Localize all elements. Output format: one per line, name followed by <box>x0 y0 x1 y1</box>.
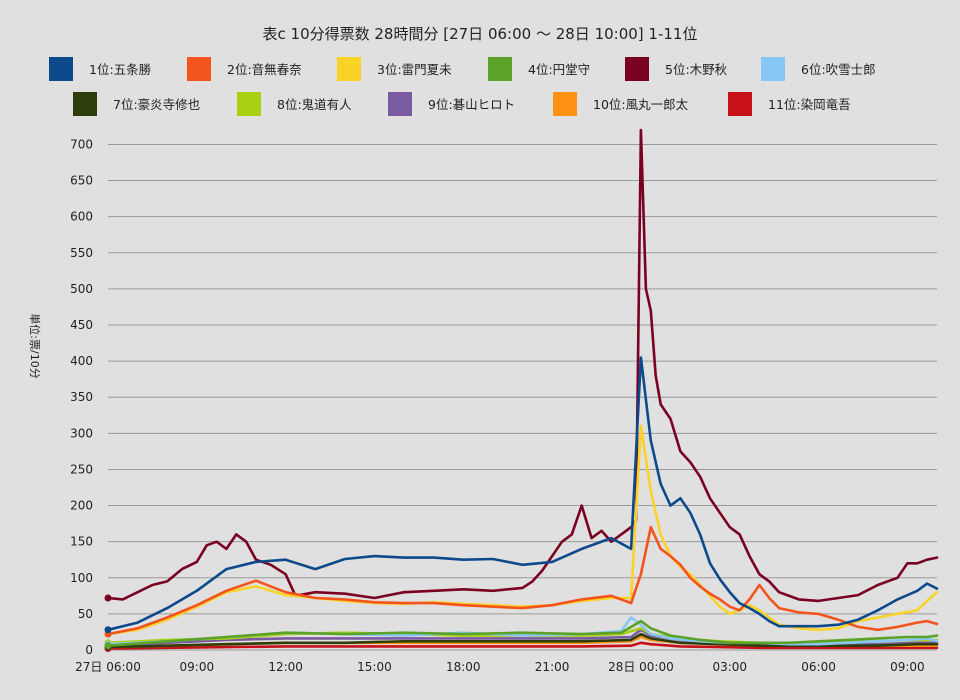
legend-item: 8位:鬼道有人 <box>237 92 352 116</box>
legend: 1位:五条勝 2位:音無春奈 3位:雷門夏未 4位:円堂守 5位:木野秋 6位:吹雪士郎 7… <box>49 57 876 116</box>
series-start-marker <box>104 594 112 602</box>
series-line <box>106 356 939 632</box>
legend-swatch <box>337 57 361 81</box>
legend-label: 9位:碁山ヒロト <box>428 97 515 112</box>
y-tick-label: 50 <box>78 607 93 621</box>
y-tick-label: 250 <box>70 462 93 476</box>
legend-swatch <box>388 92 412 116</box>
y-tick-label: 650 <box>70 174 93 188</box>
x-axis-ticks: 27日 06:00 09:00 12:00 15:00 18:00 21:00 28日 00… <box>75 660 925 674</box>
grid <box>108 143 937 651</box>
legend-item: 9位:碁山ヒロト <box>388 92 515 116</box>
series-line <box>106 632 939 649</box>
legend-item: 1位:五条勝 <box>49 57 152 81</box>
series-line <box>106 424 939 636</box>
y-tick-label: 450 <box>70 318 93 332</box>
legend-swatch <box>553 92 577 116</box>
legend-item: 4位:円堂守 <box>488 57 590 81</box>
y-axis-label: 単位:票/10分 <box>28 313 42 378</box>
y-tick-label: 400 <box>70 354 93 368</box>
legend-item: 11位:染岡竜吾 <box>728 92 851 116</box>
y-tick-label: 0 <box>85 643 93 657</box>
chart-title: 表c 10分得票数 28時間分 [27日 06:00 ～ 28日 10:00] … <box>263 25 698 43</box>
series-line <box>106 525 939 636</box>
series-line <box>106 128 939 603</box>
legend-label: 2位:音無春奈 <box>227 62 302 77</box>
legend-swatch <box>49 57 73 81</box>
series-group <box>104 128 939 653</box>
legend-swatch <box>625 57 649 81</box>
y-tick-label: 350 <box>70 390 93 404</box>
x-tick-label: 28日 00:00 <box>608 660 674 674</box>
legend-swatch <box>728 92 752 116</box>
legend-item: 2位:音無春奈 <box>187 57 302 81</box>
y-axis-ticks: 0 50 100 150 200 250 300 350 400 450 500 550 600 650 7… <box>70 137 93 657</box>
y-tick-label: 700 <box>70 137 93 151</box>
y-tick-label: 100 <box>70 571 93 585</box>
y-tick-label: 150 <box>70 535 93 549</box>
x-tick-label: 18:00 <box>446 660 481 674</box>
legend-label: 1位:五条勝 <box>89 62 152 77</box>
x-tick-label: 12:00 <box>268 660 303 674</box>
legend-label: 11位:染岡竜吾 <box>768 97 851 112</box>
y-tick-label: 550 <box>70 246 93 260</box>
legend-item: 3位:雷門夏未 <box>337 57 452 81</box>
legend-swatch <box>761 57 785 81</box>
legend-label: 8位:鬼道有人 <box>277 97 352 112</box>
legend-label: 10位:風丸一郎太 <box>593 97 689 112</box>
y-tick-label: 200 <box>70 499 93 513</box>
y-tick-label: 600 <box>70 210 93 224</box>
series-start-marker <box>104 642 112 650</box>
x-tick-label: 03:00 <box>712 660 747 674</box>
x-tick-label: 27日 06:00 <box>75 660 141 674</box>
x-tick-label: 06:00 <box>801 660 836 674</box>
legend-label: 5位:木野秋 <box>665 62 728 77</box>
legend-swatch <box>187 57 211 81</box>
legend-label: 4位:円堂守 <box>528 62 590 77</box>
legend-label: 3位:雷門夏未 <box>377 62 452 77</box>
legend-swatch <box>237 92 261 116</box>
legend-item: 6位:吹雪士郎 <box>761 57 876 81</box>
legend-item: 7位:豪炎寺修也 <box>73 92 200 116</box>
series-line <box>106 641 939 650</box>
x-tick-label: 15:00 <box>357 660 392 674</box>
legend-swatch <box>73 92 97 116</box>
legend-item: 5位:木野秋 <box>625 57 728 81</box>
y-tick-label: 500 <box>70 282 93 296</box>
legend-item: 10位:風丸一郎太 <box>553 92 689 116</box>
x-tick-label: 21:00 <box>535 660 570 674</box>
y-tick-label: 300 <box>70 426 93 440</box>
legend-swatch <box>488 57 512 81</box>
series-start-marker <box>104 626 112 634</box>
x-tick-label: 09:00 <box>180 660 215 674</box>
legend-label: 7位:豪炎寺修也 <box>113 97 200 112</box>
legend-label: 6位:吹雪士郎 <box>801 62 876 77</box>
x-tick-label: 09:00 <box>890 660 925 674</box>
series-line <box>106 619 939 648</box>
